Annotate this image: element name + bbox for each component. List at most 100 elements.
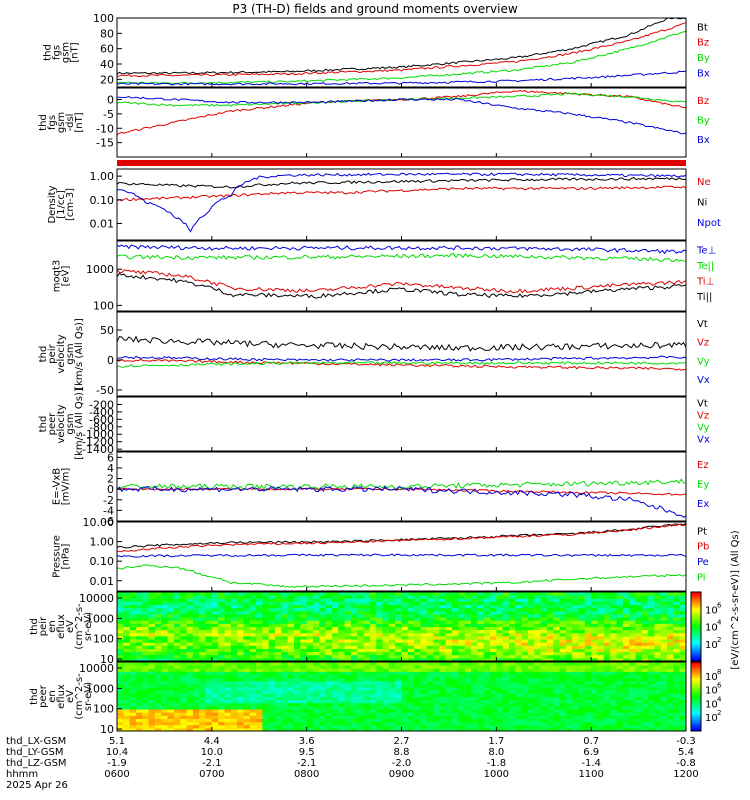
heatmap-cell: [420, 601, 428, 606]
heatmap-cell: [660, 674, 668, 679]
heatmap-cell: [376, 687, 384, 691]
heatmap-cell: [414, 648, 421, 653]
heatmap-cell: [458, 712, 466, 716]
heatmap-cell: [471, 657, 478, 662]
heatmap-cell: [350, 699, 358, 704]
heatmap-cell: [496, 639, 504, 643]
heatmap-cell: [161, 696, 169, 701]
heatmap-cell: [135, 674, 143, 679]
heatmap-cell: [654, 680, 662, 685]
heatmap-cell: [401, 715, 409, 719]
heatmap-cell: [667, 674, 674, 679]
heatmap-cell: [331, 626, 339, 631]
heatmap-cell: [572, 629, 580, 634]
heatmap-cell: [123, 705, 131, 710]
heatmap-cell: [180, 607, 188, 612]
heatmap-cell: [167, 727, 175, 732]
heatmap-cell: [344, 592, 352, 596]
heatmap-cell: [439, 617, 447, 621]
heatmap-cell: [660, 721, 668, 726]
heatmap-cell: [395, 687, 402, 691]
heatmap-cell: [660, 680, 668, 685]
heatmap-cell: [471, 690, 478, 694]
heatmap-cell: [192, 626, 200, 631]
heatmap-cell: [597, 683, 605, 688]
heatmap-cell: [546, 702, 554, 707]
heatmap-cell: [578, 696, 586, 701]
series-Pi: [116, 564, 687, 589]
heatmap-cell: [426, 693, 434, 697]
heatmap-cell: [616, 601, 624, 606]
y-axis-label: [km/s (All Qs)]: [74, 388, 85, 460]
heatmap-cell: [439, 696, 447, 701]
heatmap-cell: [477, 696, 485, 701]
heatmap-cell: [553, 657, 561, 662]
heatmap-cell: [199, 690, 207, 694]
heatmap-cell: [407, 592, 415, 596]
heatmap-cell: [287, 592, 295, 596]
heatmap-cell: [603, 671, 611, 676]
heatmap-cell: [300, 645, 308, 649]
heatmap-cell: [224, 715, 232, 719]
heatmap-cell: [281, 629, 289, 634]
heatmap-cell: [426, 687, 434, 691]
heatmap-cell: [344, 645, 352, 649]
heatmap-cell: [629, 696, 636, 701]
heatmap-cell: [192, 724, 200, 729]
heatmap-cell: [192, 592, 200, 596]
heatmap-cell: [635, 674, 643, 679]
heatmap-cell: [186, 668, 194, 672]
heatmap-cell: [243, 632, 251, 637]
colorbar-segment: [691, 612, 701, 616]
heatmap-cell: [648, 715, 655, 719]
heatmap-cell: [300, 613, 308, 618]
heatmap-cell: [123, 683, 131, 688]
heatmap-cell: [565, 613, 573, 618]
colorbar-segment: [691, 694, 701, 697]
legend-Npot: Npot: [697, 218, 721, 229]
heatmap-cell: [445, 712, 453, 716]
heatmap-cell: [319, 651, 327, 656]
heatmap-cell: [319, 613, 327, 618]
heatmap-cell: [622, 610, 630, 615]
heatmap-cell: [211, 617, 219, 621]
heatmap-cell: [673, 680, 681, 685]
heatmap-cell: [243, 623, 251, 627]
heatmap-cell: [635, 595, 643, 599]
heatmap-cell: [603, 610, 611, 615]
heatmap-cell: [654, 654, 662, 659]
heatmap-cell: [199, 721, 207, 726]
heatmap-cell: [610, 693, 617, 697]
heatmap-cell: [496, 595, 504, 599]
heatmap-cell: [135, 687, 143, 691]
heatmap-cell: [237, 696, 244, 701]
heatmap-cell: [199, 668, 207, 672]
heatmap-cell: [230, 690, 238, 694]
heatmap-cell: [496, 648, 504, 653]
heatmap-cell: [654, 690, 662, 694]
heatmap-cell: [180, 718, 188, 723]
heatmap-cell: [635, 613, 643, 618]
heatmap-cell: [161, 620, 169, 624]
heatmap-cell: [306, 601, 314, 606]
heatmap-cell: [572, 683, 580, 688]
heatmap-cell: [363, 702, 371, 707]
heatmap-cell: [635, 668, 643, 672]
heatmap-cell: [477, 677, 485, 682]
heatmap-cell: [578, 705, 586, 710]
heatmap-cell: [648, 680, 655, 685]
heatmap-cell: [654, 592, 662, 596]
heatmap-cell: [312, 595, 320, 599]
heatmap-cell: [667, 629, 674, 634]
heatmap-cell: [192, 629, 200, 634]
heatmap-cell: [350, 617, 358, 621]
heatmap-cell: [433, 629, 440, 634]
heatmap-cell: [654, 601, 662, 606]
heatmap-cell: [622, 598, 630, 602]
heatmap-cell: [452, 598, 459, 602]
heatmap-cell: [629, 623, 636, 627]
heatmap-cell: [218, 626, 225, 631]
heatmap-cell: [186, 645, 194, 649]
heatmap-cell: [508, 687, 516, 691]
heatmap-cell: [502, 657, 510, 662]
